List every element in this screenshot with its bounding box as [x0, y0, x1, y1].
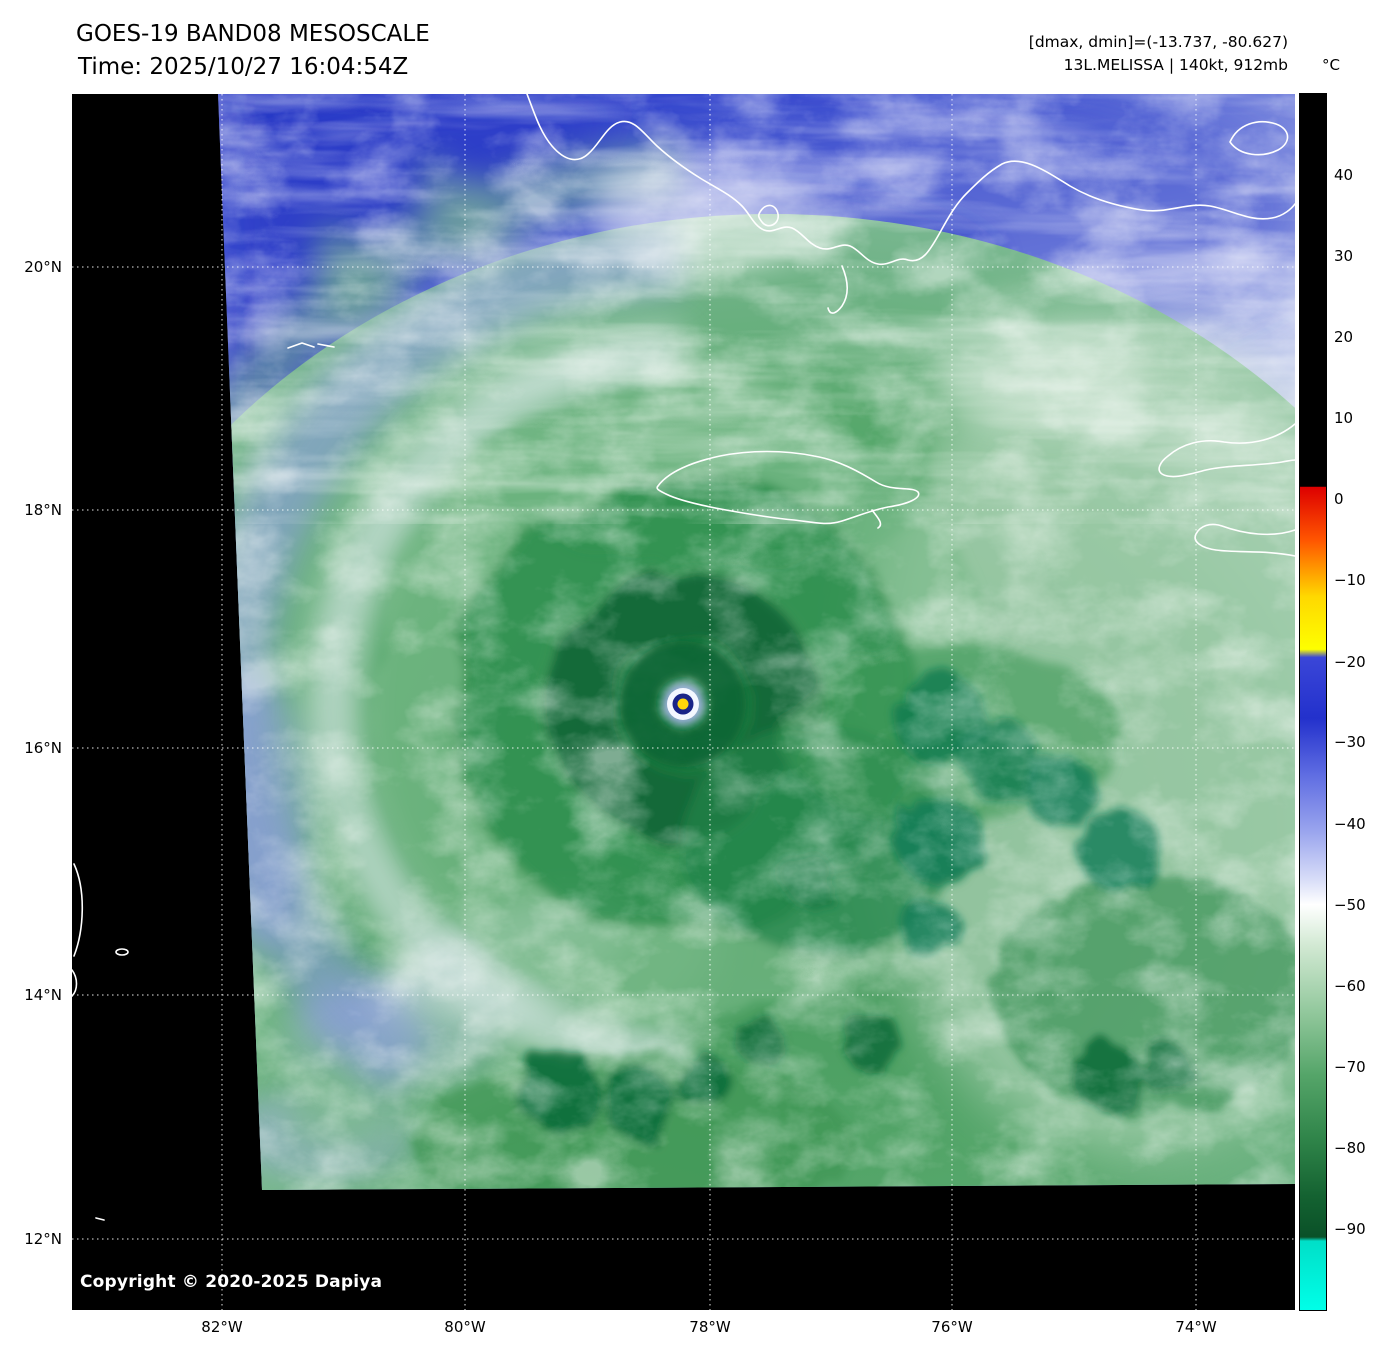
jamaica-coastline — [656, 450, 920, 529]
lon-axis: 82°W 80°W 78°W 76°W 74°W — [72, 1316, 1295, 1344]
lon-tick-label: 82°W — [201, 1318, 243, 1336]
colorbar-tick-label: 30 — [1334, 247, 1354, 266]
coastlines — [72, 94, 1295, 1221]
lon-tick-label: 78°W — [689, 1318, 731, 1336]
lat-tick-label: 12°N — [24, 1230, 62, 1248]
lon-tick-label: 74°W — [1175, 1318, 1217, 1336]
cuba-east-tip-coastline — [827, 265, 849, 314]
colorbar — [1299, 93, 1327, 1311]
lat-tick-label: 18°N — [24, 501, 62, 519]
colorbar-unit-label: °C — [1322, 56, 1340, 74]
great-inagua-coastline — [1229, 120, 1289, 156]
copyright: Copyright © 2020-2025 Dapiya — [80, 1272, 383, 1292]
lon-tick-label: 80°W — [444, 1318, 486, 1336]
hurricane-eye — [620, 641, 746, 767]
colorbar-tick-label: −90 — [1334, 1219, 1366, 1238]
colorbar-tick-labels: 40 30 20 10 0 −10 −20 −30 −40 −50 −60 −70 −80 −90 — [1334, 94, 1388, 1310]
lat-tick-label: 16°N — [24, 739, 62, 757]
grid-lines — [72, 94, 1295, 1310]
colorbar-tick-label: 10 — [1334, 409, 1354, 428]
guantanamo-bay-coastline — [757, 204, 779, 227]
cayman-islands-coastline — [287, 342, 335, 349]
lat-tick-label: 14°N — [24, 986, 62, 1004]
cuba-coastline — [526, 94, 1295, 266]
timestamp: Time: 2025/10/27 16:04:54Z — [78, 54, 409, 80]
colorbar-tick-label: 40 — [1334, 166, 1354, 185]
storm-annotation: 13L.MELISSA | 140kt, 912mb — [1063, 56, 1288, 74]
central-america-coastline — [72, 863, 105, 1221]
lat-tick-label: 20°N — [24, 258, 62, 276]
colorbar-tick-label: 0 — [1334, 490, 1344, 509]
colorbar-tick-label: −30 — [1334, 733, 1366, 752]
colorbar-tick-label: −70 — [1334, 1057, 1366, 1076]
colorbar-tick-label: −80 — [1334, 1138, 1366, 1157]
hispaniola-coastline — [1158, 423, 1295, 557]
colorbar-tick-label: −10 — [1334, 571, 1366, 590]
colorbar-tick-label: −40 — [1334, 814, 1366, 833]
dmax-dmin-annotation: [dmax, dmin]=(-13.737, -80.627) — [1028, 33, 1288, 51]
colorbar-tick-label: −50 — [1334, 895, 1366, 914]
satellite-map: Copyright © 2020-2025 Dapiya — [72, 94, 1295, 1310]
providencia-island — [115, 948, 129, 956]
satellite-image — [72, 94, 1295, 1310]
page-title: GOES-19 BAND08 MESOSCALE — [76, 21, 430, 47]
lat-axis: 20°N 18°N 16°N 14°N 12°N — [0, 94, 66, 1310]
colorbar-tick-label: −20 — [1334, 652, 1366, 671]
lon-tick-label: 76°W — [931, 1318, 973, 1336]
colorbar-tick-label: −60 — [1334, 976, 1366, 995]
colorbar-tick-label: 20 — [1334, 328, 1354, 347]
